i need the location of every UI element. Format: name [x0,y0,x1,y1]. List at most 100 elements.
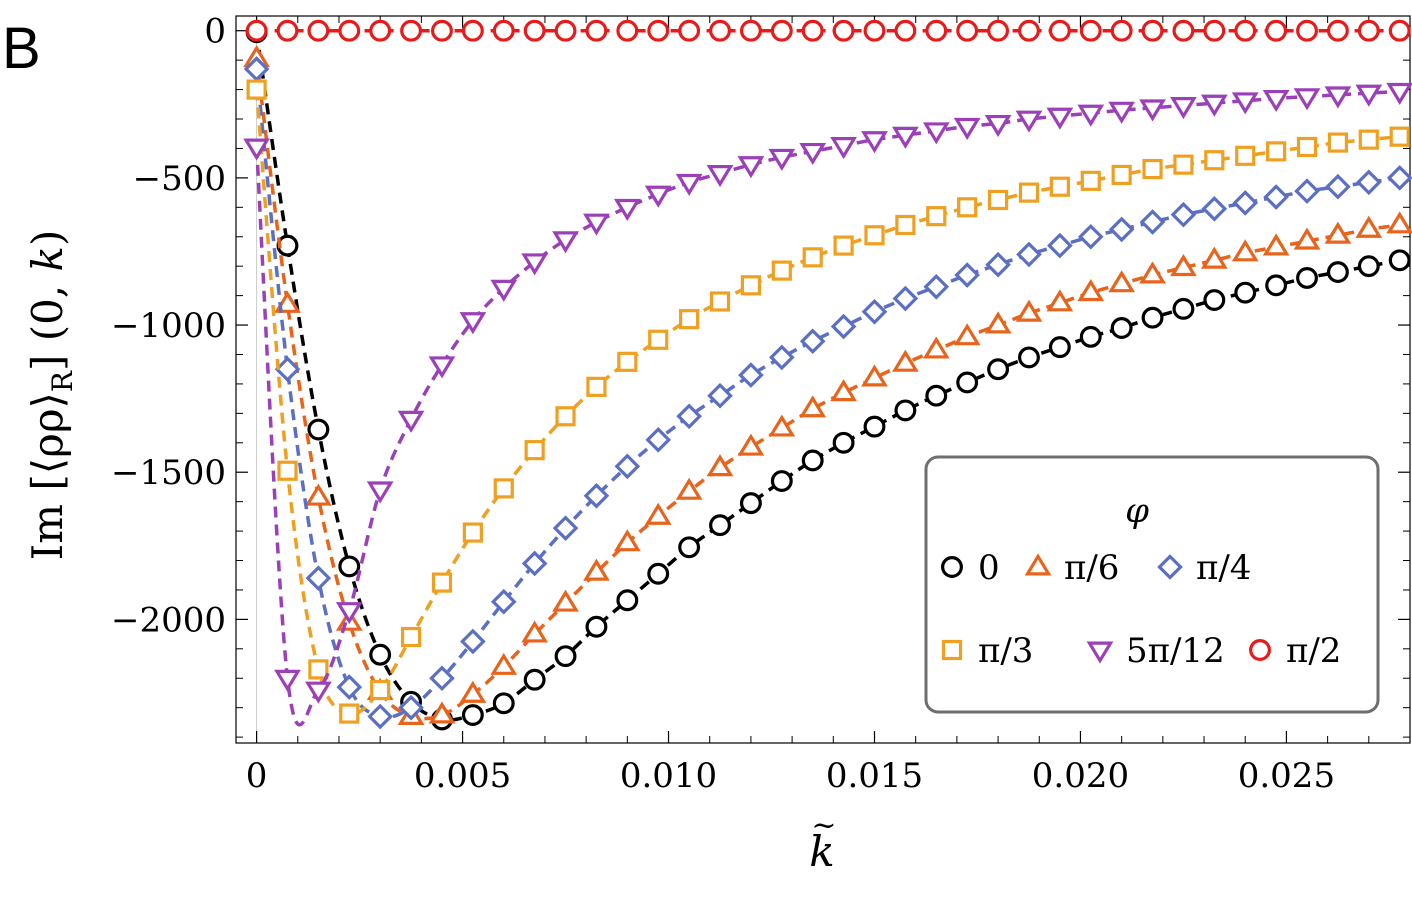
data-point [336,674,363,700]
data-point [1046,107,1074,130]
data-point [1139,261,1166,284]
data-point [799,328,826,355]
data-point [552,231,579,254]
data-point [521,620,549,643]
series-0 [245,21,1411,731]
x-axis-label: k ~ [809,808,836,876]
data-point [894,399,917,422]
data-point [246,79,267,100]
data-point [832,19,855,42]
legend-label: π/6 [1064,548,1119,588]
data-point [987,358,1010,381]
data-point [307,19,330,42]
data-point [1386,165,1412,191]
data-point [583,558,610,581]
series-4 [243,82,1412,727]
data-point [1296,267,1318,289]
data-point [676,403,702,430]
data-point [953,117,981,141]
data-point [1141,306,1164,329]
data-point [400,626,422,648]
data-point [459,680,487,703]
data-point [830,313,857,340]
legend-marker [1157,554,1183,580]
data-point [925,384,948,407]
data-point [892,349,919,372]
data-point [461,704,484,726]
data-point [864,225,885,246]
data-point [1231,239,1259,262]
data-point [1170,97,1197,120]
data-point [1234,281,1257,304]
plot-area [235,15,1411,744]
data-point [1110,317,1133,339]
data-point [706,454,734,477]
data-point [739,19,762,42]
data-point [1079,19,1102,42]
data-point [679,309,700,330]
y-tick-label: −500 [133,159,226,199]
data-point [305,565,332,591]
data-point [1015,110,1043,133]
data-point [770,470,793,492]
data-point [1047,232,1073,259]
data-point [770,19,793,42]
data-point [648,329,669,350]
data-point [861,299,888,325]
data-point [861,131,888,154]
data-point [400,19,423,42]
data-point [1357,255,1380,278]
data-point [367,703,393,730]
data-point [987,19,1010,42]
data-point [462,522,483,543]
data-point [1170,201,1197,228]
legend-item: π/4 [1157,548,1251,588]
data-point [493,478,514,499]
data-point [1172,297,1195,320]
data-point [617,351,638,372]
y-axis-label: Im [⟨ρρ⟩R] (0, k) [23,230,79,561]
data-point [1173,154,1194,175]
data-point [984,114,1012,138]
series-line [254,68,1400,720]
data-point [1016,241,1042,268]
data-point [863,19,886,42]
data-point [370,679,391,701]
data-point [1077,223,1104,250]
data-point [366,481,394,504]
data-point [922,122,950,145]
data-point [429,665,455,692]
data-point [647,19,670,42]
data-point [709,19,731,42]
data-point [461,19,484,42]
data-point [397,410,425,433]
y-tick-label: −1000 [111,306,226,346]
data-point [308,659,329,680]
legend-label: 0 [978,548,1000,588]
data-point [737,156,765,179]
data-point [801,19,824,42]
data-point [1018,346,1040,369]
data-point [1327,132,1349,153]
data-point [1234,19,1257,42]
data-point [305,483,332,506]
data-point [398,694,424,721]
data-point [984,311,1012,334]
legend-label: π/3 [978,631,1033,671]
panel-letter: B [2,16,41,81]
data-point [552,589,579,612]
data-point [1049,176,1070,197]
data-point [1293,88,1321,111]
data-point [277,460,298,481]
legend: φ 0 π/6 π/4 π/3 5π/12 π/2 [924,455,1380,714]
data-point [490,279,518,302]
data-point [707,382,733,409]
data-point [830,137,857,160]
data-point [863,415,886,438]
data-point [1015,299,1043,322]
data-point [431,572,453,593]
data-point [1108,216,1135,243]
data-point [1265,19,1288,42]
x-tick-label: 0 [246,756,268,796]
data-point [276,19,299,42]
